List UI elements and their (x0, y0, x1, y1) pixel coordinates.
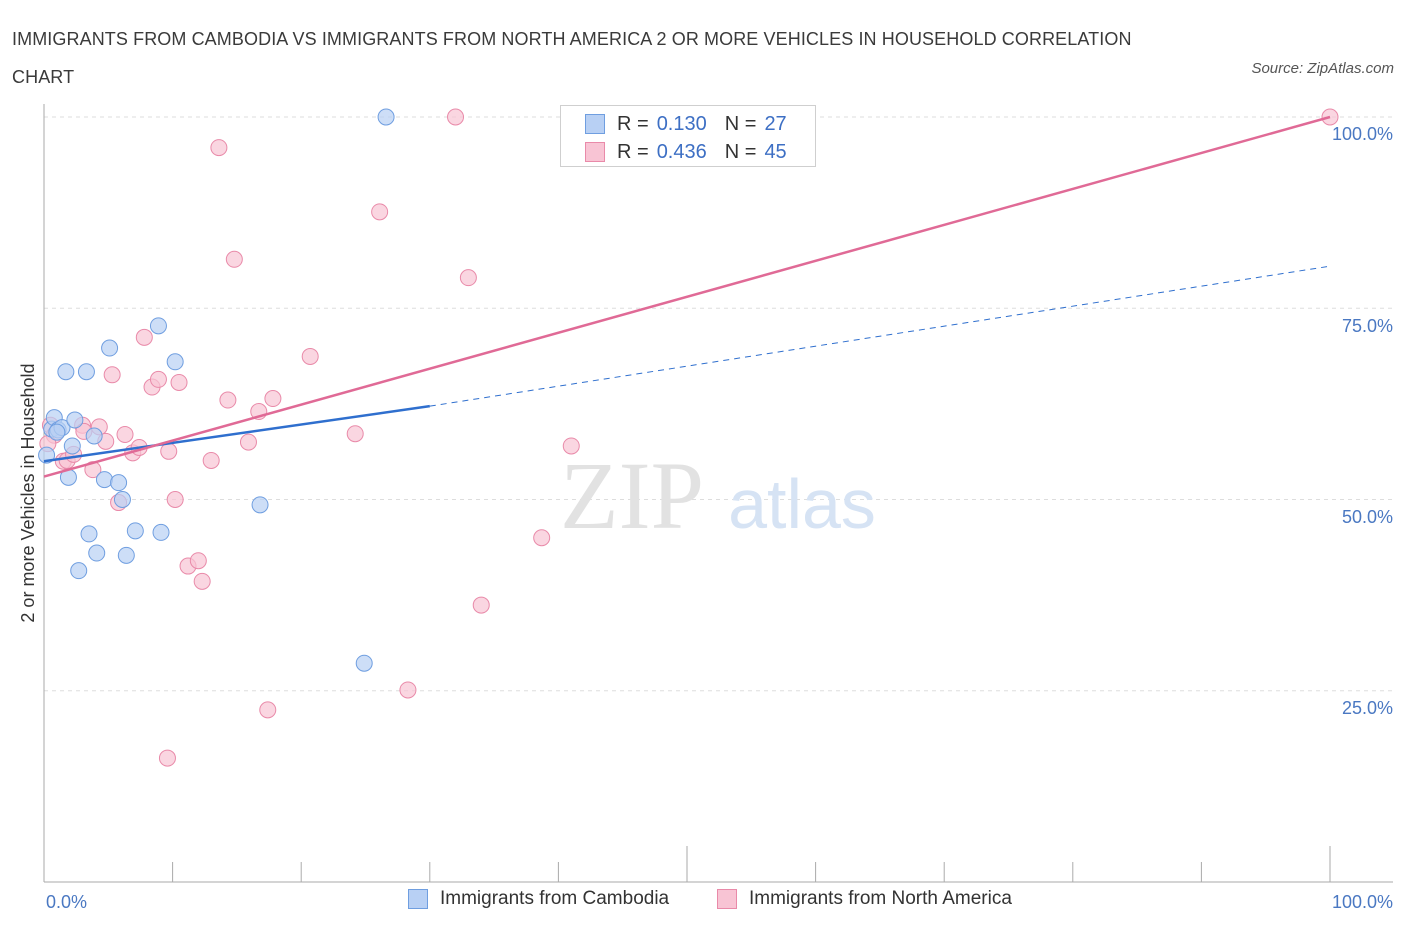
cambodia-point (117, 546, 135, 564)
x-ticks (43, 846, 1331, 882)
y-tick-50: 50.0% (1342, 507, 1393, 527)
x-tick-100: 100.0% (1332, 892, 1393, 912)
cambodia-swatch (585, 114, 605, 134)
northamerica-point (210, 139, 228, 157)
northamerica-point (447, 108, 465, 126)
northamerica-point (219, 391, 237, 409)
northamerica-point (562, 437, 580, 455)
cambodia-point (63, 437, 81, 455)
legend-item-cambodia: Immigrants from Cambodia (408, 888, 669, 910)
series-cambodia-points (38, 108, 395, 672)
cambodia-point (251, 496, 269, 514)
legend-northamerica-label: Immigrants from North America (749, 888, 1012, 909)
cambodia-point (57, 363, 75, 381)
northamerica-point (346, 425, 364, 443)
y-axis-label: 2 or more Vehicles in Household (18, 363, 38, 622)
watermark-zip: ZIP (560, 442, 704, 549)
cambodia-n-value: 27 (764, 112, 787, 135)
cambodia-r-label: R = (617, 112, 649, 135)
northamerica-r-value: 0.436 (656, 140, 707, 163)
northamerica-swatch (585, 142, 605, 162)
correlation-legend: R = 0.130 N = 27 R = 0.436 N = 45 (560, 105, 816, 167)
northamerica-point (259, 701, 277, 719)
northamerica-point (202, 451, 220, 469)
cambodia-point (95, 471, 113, 489)
legend-cambodia-swatch (408, 889, 428, 909)
cambodia-point (126, 522, 144, 540)
series-northamerica-points (39, 108, 1339, 767)
northamerica-point (103, 366, 121, 384)
northamerica-point (472, 596, 490, 614)
trend-lines (43, 115, 1331, 478)
northamerica-point (116, 425, 134, 443)
cambodia-point (152, 523, 170, 541)
northamerica-point (264, 390, 282, 408)
legend-row-northamerica: R = 0.436 N = 45 (585, 138, 787, 166)
cambodia-point (166, 353, 184, 371)
cambodia-point (377, 108, 395, 126)
cambodia-point (113, 491, 131, 508)
axes (43, 104, 1393, 883)
cambodia-point (48, 423, 66, 441)
northamerica-point (399, 681, 417, 699)
cambodia-point (70, 562, 88, 580)
northamerica-n-label: N = (724, 140, 757, 163)
northamerica-point (135, 328, 153, 346)
y-tick-25: 25.0% (1342, 698, 1393, 718)
northamerica-point (170, 373, 188, 391)
northamerica-trend-line (43, 115, 1331, 478)
cambodia-point (355, 654, 373, 672)
legend-cambodia-label: Immigrants from Cambodia (440, 888, 670, 909)
cambodia-point (110, 474, 128, 492)
northamerica-point (371, 203, 389, 221)
northamerica-point (149, 370, 167, 388)
cambodia-point (101, 339, 119, 357)
cambodia-point (77, 363, 95, 381)
y-tick-100: 100.0% (1332, 124, 1393, 144)
chart-title: IMMIGRANTS FROM CAMBODIA VS IMMIGRANTS F… (12, 29, 1132, 87)
northamerica-point (225, 250, 243, 268)
legend-row-cambodia: R = 0.130 N = 27 (585, 110, 787, 138)
watermark: ZIP atlas (560, 442, 876, 549)
northamerica-point (239, 433, 257, 451)
legend-item-northamerica: Immigrants from North America (717, 888, 1012, 910)
northamerica-point (189, 552, 207, 570)
northamerica-r-label: R = (617, 140, 649, 163)
cambodia-point (80, 525, 98, 543)
northamerica-point (533, 529, 551, 547)
cambodia-trend-line (43, 404, 430, 463)
watermark-atlas: atlas (728, 465, 876, 543)
legend-northamerica-swatch (717, 889, 737, 909)
cambodia-point (149, 317, 167, 335)
grid (44, 116, 1393, 692)
x-tick-0: 0.0% (46, 892, 87, 912)
cambodia-point (85, 427, 103, 445)
northamerica-point (193, 572, 211, 590)
y-tick-75: 75.0% (1342, 316, 1393, 336)
cambodia-n-label: N = (724, 112, 757, 135)
cambodia-point (66, 411, 84, 429)
series-legend: Immigrants from Cambodia Immigrants from… (0, 888, 1406, 916)
northamerica-n-value: 45 (764, 140, 787, 163)
northamerica-point (459, 269, 477, 287)
northamerica-point (160, 442, 178, 460)
cambodia-point (88, 544, 106, 562)
northamerica-point (301, 347, 319, 365)
northamerica-point (166, 491, 184, 508)
cambodia-trend-extension (429, 265, 1331, 407)
northamerica-point (158, 749, 176, 767)
cambodia-r-value: 0.130 (656, 112, 707, 135)
source-credit: Source: ZipAtlas.com (1251, 60, 1394, 77)
